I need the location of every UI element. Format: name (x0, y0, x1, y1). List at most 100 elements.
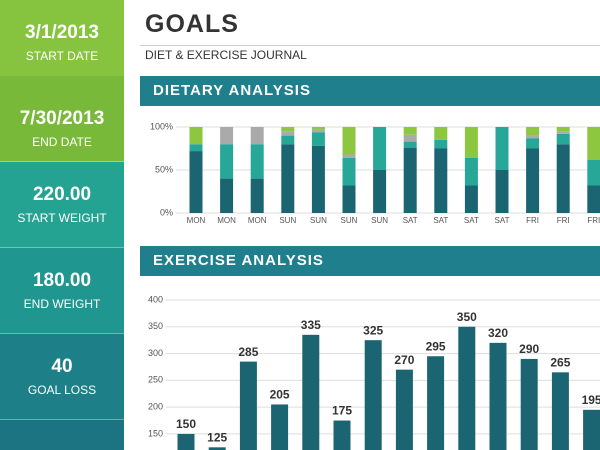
bar-segment (403, 134, 417, 142)
bar-segment (189, 127, 203, 145)
x-tick-label: SUN (371, 216, 388, 225)
bar (333, 420, 351, 450)
bar-segment (403, 147, 417, 213)
subtitle: DIET & EXERCISE JOURNAL (145, 48, 307, 62)
bar-segment (342, 154, 356, 158)
section-banner: EXERCISE ANALYSIS (140, 246, 600, 276)
bar (583, 409, 600, 450)
bar-segment (587, 185, 600, 213)
data-label: 290 (519, 342, 539, 356)
bar-segment (526, 127, 540, 136)
stat-label: START WEIGHT (17, 211, 107, 225)
stat-panel: 220.00 START WEIGHT (0, 162, 124, 248)
bar-segment (526, 138, 540, 149)
y-tick-label: 100% (150, 121, 173, 131)
bar-segment (526, 148, 540, 213)
bar-segment (342, 157, 356, 186)
data-label: 320 (488, 326, 508, 340)
y-tick-label: 250 (148, 375, 163, 385)
bar-segment (556, 127, 570, 132)
x-tick-label: SUN (279, 216, 296, 225)
bar (489, 342, 507, 450)
x-tick-label: SAT (464, 216, 479, 225)
stat-value: 180.00 (32, 270, 92, 291)
stat-value: 40 (51, 356, 73, 377)
y-tick-label: 200 (148, 402, 163, 412)
section-banner: DIETARY ANALYSIS (140, 76, 600, 106)
data-label: 195 (582, 393, 600, 407)
data-label: 270 (394, 353, 414, 367)
bar-segment (342, 185, 356, 213)
bar-segment (587, 159, 600, 186)
data-label: 150 (176, 417, 196, 431)
bar-segment (250, 127, 264, 145)
data-label: 175 (332, 404, 352, 418)
bar (551, 372, 569, 450)
data-label: 205 (270, 388, 290, 402)
bar-segment (403, 127, 417, 135)
title: GOALS (145, 10, 239, 38)
bar-segment (434, 148, 448, 213)
x-tick-label: MON (217, 216, 236, 225)
bar-segment (311, 132, 325, 146)
bar (302, 334, 320, 450)
bar-segment (311, 129, 325, 133)
bar (271, 404, 289, 450)
y-tick-label: 300 (148, 348, 163, 358)
x-tick-label: SAT (403, 216, 418, 225)
data-label: 125 (207, 430, 227, 444)
stat-panel: 40 GOAL LOSS (0, 334, 124, 420)
bar-segment (342, 127, 356, 155)
stat-label: END DATE (32, 135, 92, 149)
stat-panel: 7/30/2013 END DATE (0, 76, 124, 162)
data-label: 350 (457, 310, 477, 324)
data-label: 295 (426, 339, 446, 353)
bar (458, 326, 476, 450)
y-tick-label: 350 (148, 321, 163, 331)
bar-segment (434, 127, 448, 140)
y-tick-label: 150 (148, 428, 163, 438)
bar-segment (311, 127, 325, 130)
bar (395, 369, 413, 450)
data-label: 265 (550, 355, 570, 369)
stat-label: END WEIGHT (23, 297, 101, 311)
bar (520, 358, 538, 450)
data-label: 325 (363, 323, 383, 337)
stat-panel: 180.00 END WEIGHT (0, 248, 124, 334)
bar-segment (464, 157, 478, 186)
bar-segment (587, 127, 600, 160)
stat-label: START DATE (25, 49, 99, 63)
bar-segment (495, 170, 509, 213)
bar-segment (373, 127, 387, 170)
bar-segment (189, 151, 203, 213)
bar-segment (373, 170, 387, 213)
bar-segment (250, 144, 264, 179)
bar-segment (281, 144, 295, 213)
bar-segment (464, 127, 478, 158)
x-tick-label: SUN (310, 216, 327, 225)
stat-value: 7/30/2013 (19, 108, 105, 129)
stat-value: 3/1/2013 (25, 22, 99, 43)
stat-label: GOAL LOSS (27, 383, 97, 397)
bar-segment (464, 185, 478, 213)
bar-segment (250, 178, 264, 213)
y-tick-label: 0% (160, 207, 173, 217)
bar-segment (311, 145, 325, 213)
bar-segment (495, 127, 509, 170)
bar-segment (189, 144, 203, 152)
x-tick-label: FRI (587, 216, 600, 225)
bar-segment (281, 127, 295, 132)
bar-segment (220, 144, 234, 179)
data-label: 285 (238, 345, 258, 359)
bar (239, 361, 257, 450)
data-label: 335 (301, 318, 321, 332)
x-tick-label: FRI (526, 216, 539, 225)
bar (364, 340, 382, 450)
y-tick-label: 50% (155, 164, 173, 174)
bar-segment (220, 178, 234, 213)
x-tick-label: SAT (433, 216, 448, 225)
sidebar: 3/1/2013 START DATE 7/30/2013 END DATE 220… (0, 0, 124, 450)
x-tick-label: MON (187, 216, 206, 225)
